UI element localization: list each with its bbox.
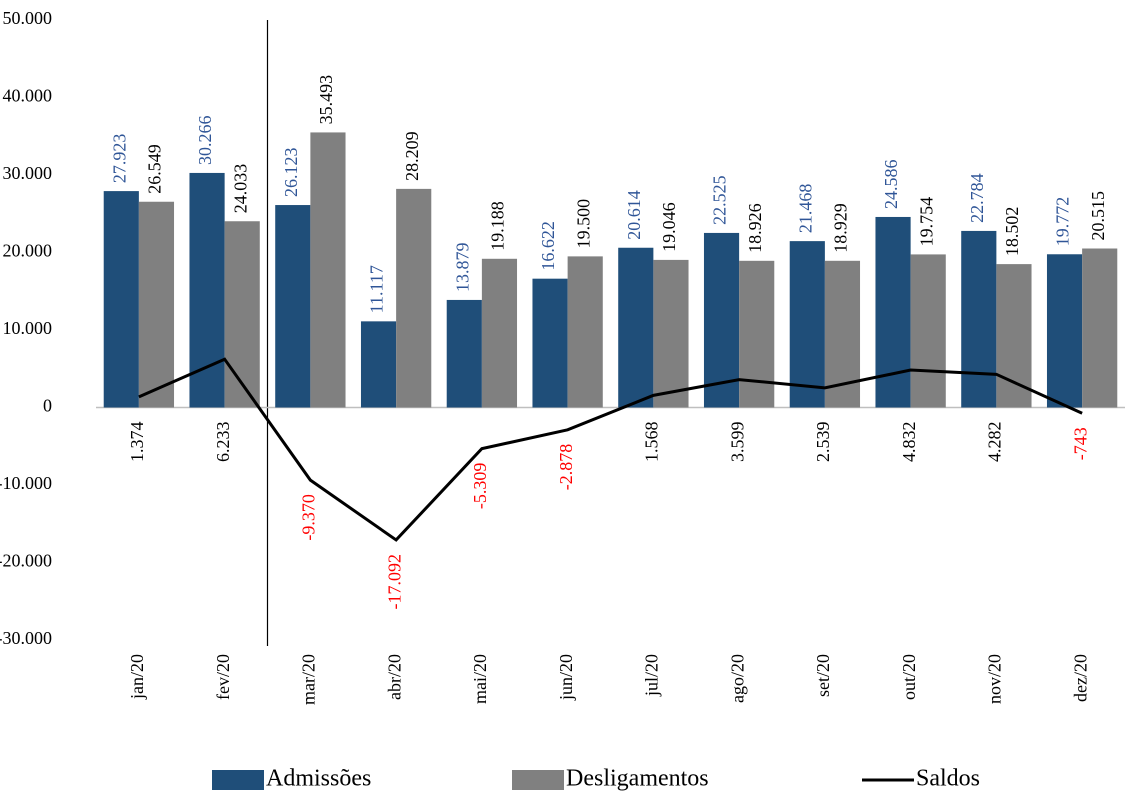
bar-value-label: 21.468 [795,184,815,234]
x-tick-label: jan/20 [127,654,147,700]
x-tick-label: mai/20 [470,654,490,704]
bar-value-label: 27.923 [109,134,129,184]
line-value-label: -5.309 [470,463,490,510]
bar-value-label: 24.586 [881,159,901,209]
x-tick-label: nov/20 [985,654,1005,704]
bar [1046,254,1083,408]
bar [875,216,911,408]
y-tick-label: 0 [43,396,52,416]
bar-value-label: 22.784 [967,173,987,223]
bar [310,132,346,408]
bar-value-label: 18.926 [745,203,765,253]
line-value-label: 3.599 [727,422,747,463]
line-value-label: 1.568 [642,422,662,463]
bar [138,201,175,408]
bar-value-label: 35.493 [316,75,336,125]
legend-swatch [512,770,564,790]
legend-label: Desligamentos [566,766,709,792]
bar [360,321,397,408]
y-tick-label: -20.000 [0,551,52,571]
y-tick-label: -30.000 [0,628,52,648]
bar-value-label: 16.622 [538,221,558,271]
bar-value-label: 20.614 [624,190,644,240]
x-tick-label: jun/20 [556,654,576,701]
x-tick-label: set/20 [813,654,833,697]
line-value-label: -2.878 [556,444,576,491]
y-tick-label: -10.000 [0,473,52,493]
legend-label: Saldos [916,766,980,792]
bar-value-label: 19.188 [488,201,508,251]
bar [1082,248,1118,408]
bar [618,247,654,408]
bar-value-label: 19.500 [573,199,593,249]
x-tick-label: mar/20 [299,654,319,705]
bar [961,230,997,408]
x-tick-label: out/20 [899,654,919,700]
x-tick-label: dez/20 [1070,654,1090,702]
bar [396,188,432,408]
bar [481,258,518,408]
bar [996,264,1032,408]
bar-value-label: 19.046 [659,202,679,252]
bar-value-label: 22.525 [710,175,730,225]
bar [653,259,689,408]
bar-value-label: 18.929 [831,203,851,253]
x-tick-label: jul/20 [642,654,662,697]
bar [103,191,139,408]
legend-swatch [212,770,264,790]
bar-value-label: 26.123 [281,148,301,198]
line-value-label: -9.370 [299,494,319,541]
legend-label: Admissões [266,766,371,792]
y-tick-label: 20.000 [3,241,53,261]
bar [446,299,482,408]
bar-value-label: 13.879 [452,242,472,292]
line-value-label: 2.539 [813,422,833,463]
bar-value-label: 24.033 [230,164,250,214]
x-tick-label: abr/20 [384,654,404,700]
bar-value-label: 20.515 [1088,191,1108,241]
bar [789,241,825,408]
y-tick-label: 30.000 [3,163,53,183]
bar-value-label: 19.772 [1053,197,1073,247]
bar-value-label: 26.549 [145,144,165,194]
line-value-label: -743 [1070,427,1090,460]
y-tick-label: 50.000 [3,8,53,28]
bar [703,232,740,408]
line-value-label: 4.832 [899,422,919,463]
bar-value-label: 18.502 [1002,207,1022,257]
x-tick-label: fev/20 [213,654,233,700]
bar [224,221,260,408]
x-tick-label: ago/20 [727,654,747,703]
line-value-label: 1.374 [127,422,147,463]
bar [910,254,946,408]
bar-value-label: 19.754 [916,197,936,247]
line-value-label: 4.282 [985,422,1005,463]
line-value-label: -17.092 [384,554,404,610]
line-series [138,357,1083,542]
bar-value-label: 11.117 [367,265,387,313]
bar [739,260,775,408]
bar [532,278,568,408]
bar-value-label: 28.209 [402,131,422,181]
bar [567,256,603,408]
bar-value-label: 30.266 [195,115,215,165]
bar [275,205,311,408]
y-tick-label: 10.000 [3,318,53,338]
y-tick-label: 40.000 [3,86,53,106]
line-value-label: 6.233 [213,422,233,463]
